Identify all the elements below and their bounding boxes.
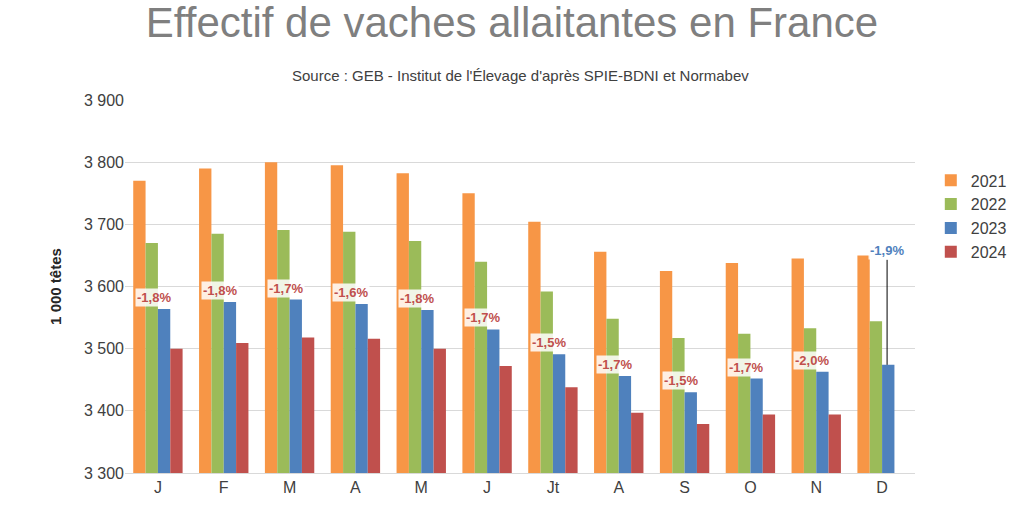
svg-text:S: S [679,479,690,496]
svg-text:-1,7%: -1,7% [729,360,763,375]
svg-text:3 300: 3 300 [84,465,124,482]
svg-text:2024: 2024 [971,244,1007,261]
svg-text:Source : GEB - Institut de l'É: Source : GEB - Institut de l'Élevage d'a… [292,67,749,84]
svg-text:Jt: Jt [547,479,560,496]
svg-text:3 400: 3 400 [84,402,124,419]
svg-text:2021: 2021 [971,173,1007,190]
svg-text:2022: 2022 [971,196,1007,213]
svg-text:3 700: 3 700 [84,216,124,233]
svg-text:D: D [876,479,888,496]
svg-text:N: N [810,479,822,496]
svg-text:M: M [415,479,428,496]
svg-text:J: J [154,479,162,496]
svg-text:M: M [283,479,296,496]
svg-text:-1,5%: -1,5% [532,335,566,350]
svg-text:1 000 têtes: 1 000 têtes [47,248,64,325]
svg-text:3 500: 3 500 [84,340,124,357]
svg-text:3 900: 3 900 [84,92,124,109]
svg-text:2023: 2023 [971,220,1007,237]
svg-text:-2,0%: -2,0% [795,353,829,368]
svg-text:-1,7%: -1,7% [598,357,632,372]
svg-text:3 800: 3 800 [84,154,124,171]
svg-text:-1,9%: -1,9% [870,243,904,258]
svg-text:O: O [744,479,756,496]
svg-text:-1,6%: -1,6% [334,285,368,300]
svg-text:-1,8%: -1,8% [137,290,171,305]
svg-text:-1,8%: -1,8% [203,283,237,298]
svg-text:-1,7%: -1,7% [269,281,303,296]
svg-text:3 600: 3 600 [84,278,124,295]
svg-text:-1,8%: -1,8% [400,291,434,306]
svg-text:F: F [219,479,229,496]
svg-text:-1,7%: -1,7% [466,310,500,325]
svg-text:J: J [483,479,491,496]
svg-text:A: A [350,479,361,496]
svg-text:-1,5%: -1,5% [664,373,698,388]
svg-text:A: A [613,479,624,496]
svg-text:Effectif de vaches allaitantes: Effectif de vaches allaitantes en France [146,0,878,46]
